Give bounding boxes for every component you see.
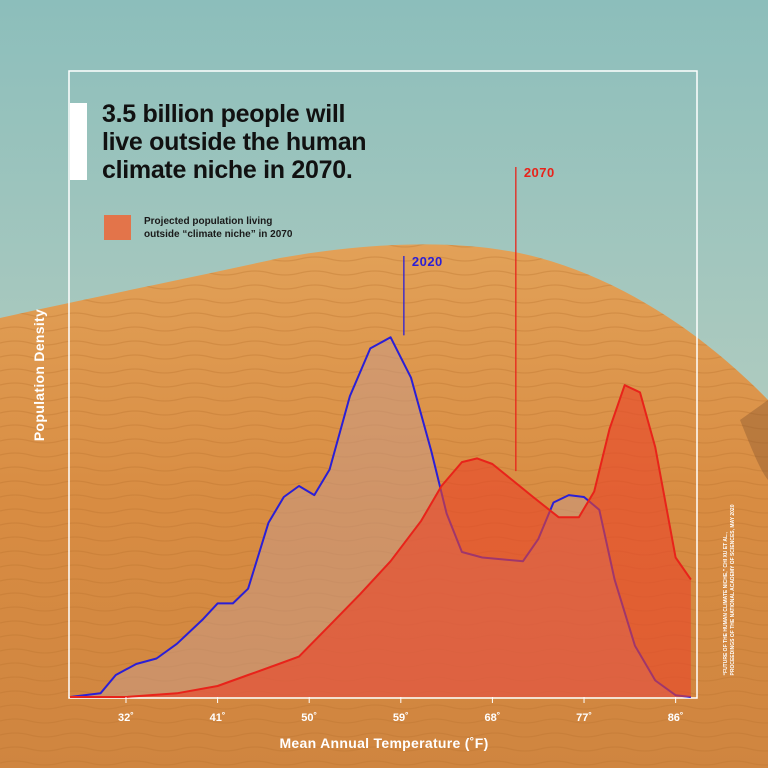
x-tick-label: 41˚ — [210, 712, 226, 724]
x-tick-label: 50˚ — [301, 712, 317, 724]
series-label-2020: 2020 — [412, 254, 443, 269]
headline-accent-bar — [70, 103, 87, 180]
chart-frame — [68, 70, 698, 699]
series-label-2070: 2070 — [524, 165, 555, 180]
line-2070 — [70, 384, 692, 698]
headline-line: climate niche in 2070. — [102, 156, 353, 184]
legend-line: Projected population living — [144, 216, 273, 227]
credit-line: “FUTURE OF THE HUMAN CLIMATE NICHE,” CHI… — [723, 532, 729, 676]
x-tick-label: 32˚ — [118, 712, 134, 724]
legend-line: outside “climate niche” in 2070 — [144, 229, 293, 240]
x-tick-label: 77˚ — [576, 712, 592, 724]
headline-line: 3.5 billion people will — [102, 100, 346, 128]
x-axis-label: Mean Annual Temperature (˚F) — [279, 735, 489, 751]
legend-swatch — [104, 215, 131, 240]
source-credit: “FUTURE OF THE HUMAN CLIMATE NICHE,” CHI… — [723, 505, 737, 676]
y-axis-label: Population Density — [31, 308, 47, 442]
credit-line: PROCEEDINGS OF THE NATIONAL ACADEMY OF S… — [730, 504, 736, 676]
headline-line: live outside the human — [102, 128, 367, 156]
x-tick-label: 68˚ — [484, 712, 500, 724]
area-2070 — [70, 385, 691, 697]
x-tick-label: 86˚ — [668, 712, 684, 724]
legend-label: Projected population living outside “cli… — [144, 215, 292, 241]
x-tick-label: 59˚ — [393, 712, 409, 724]
headline: 3.5 billion people will live outside the… — [102, 100, 442, 184]
